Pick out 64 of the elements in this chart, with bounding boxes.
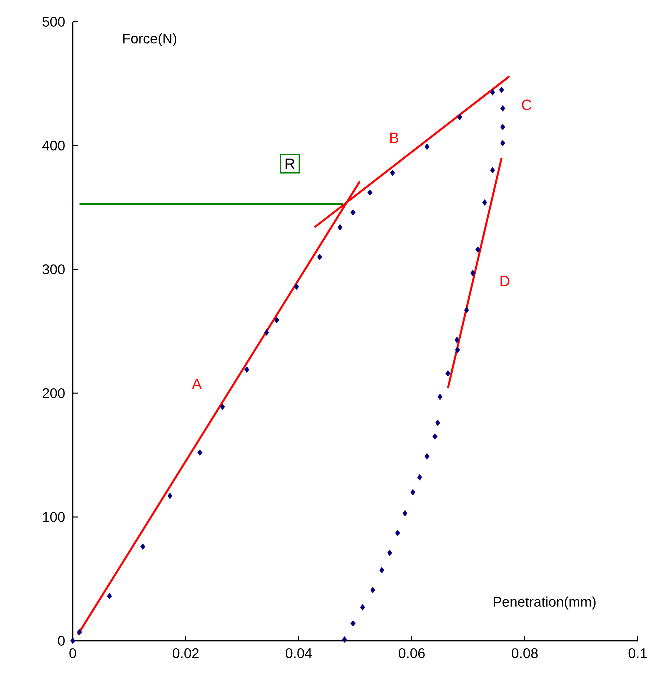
point (388, 550, 392, 556)
point (168, 492, 173, 500)
point (410, 489, 416, 496)
point (70, 638, 76, 644)
point (438, 394, 443, 400)
x-tick-label: 0.02 (172, 648, 199, 658)
point (360, 604, 366, 611)
point (294, 284, 300, 290)
point (140, 544, 146, 550)
point (368, 190, 373, 196)
point (338, 224, 343, 231)
point (402, 510, 408, 517)
point (274, 317, 280, 324)
x-tick-label: 0 (70, 648, 76, 658)
x-tick-label: 0.1 (628, 648, 648, 658)
y-tick-label: 300 (42, 264, 65, 275)
point (458, 114, 462, 121)
point (380, 567, 385, 574)
point (454, 336, 460, 344)
point (244, 366, 250, 374)
point (77, 629, 82, 636)
point (470, 270, 476, 277)
point (464, 307, 470, 314)
x-axis-title: Penetration(mm) (494, 596, 596, 610)
point (490, 89, 496, 96)
y-axis-title: Force(N) (123, 33, 176, 46)
x-tick-label: 0.04 (286, 648, 312, 658)
point (476, 246, 481, 253)
point (417, 474, 422, 481)
y-tick-label: 0 (58, 636, 65, 646)
point (424, 144, 430, 150)
series-label: D (500, 276, 510, 286)
series-label: B (390, 132, 398, 144)
text: R (286, 158, 295, 170)
point (500, 140, 506, 147)
point (107, 593, 112, 600)
point (499, 86, 504, 94)
y-tick-label: 500 (42, 17, 65, 27)
point (432, 434, 438, 440)
point (490, 167, 496, 174)
point (455, 346, 460, 354)
point (482, 200, 488, 206)
y-tick-label: 100 (43, 512, 65, 522)
point (264, 330, 270, 336)
x-tick-label: 0.06 (398, 648, 425, 658)
point (220, 404, 226, 410)
point (446, 370, 451, 377)
point (424, 453, 430, 460)
series-label: A (192, 379, 202, 390)
point (395, 530, 400, 536)
y-tick-label: 200 (42, 388, 65, 398)
point (500, 105, 506, 112)
point (198, 450, 203, 456)
point (436, 420, 440, 426)
x-tick-label: 0.08 (512, 648, 538, 658)
point (500, 124, 506, 130)
y-tick-label: 400 (42, 140, 65, 151)
annotation: C (522, 100, 532, 110)
point (317, 254, 322, 260)
point (350, 620, 356, 627)
point (342, 636, 348, 643)
point (370, 587, 376, 594)
point (350, 209, 356, 216)
point (390, 170, 396, 176)
